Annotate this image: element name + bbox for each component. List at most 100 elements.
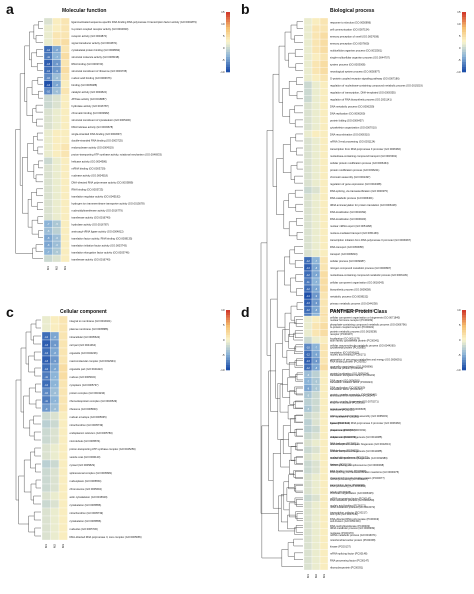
row-label: mitochondrion (GO:0005739) bbox=[70, 423, 104, 427]
cell-value-label: -13 bbox=[45, 360, 49, 363]
cell-value-label: -5 bbox=[56, 223, 59, 226]
dendrogram-branch bbox=[19, 73, 25, 186]
heatmap-cell bbox=[311, 158, 321, 166]
heatmap-cell bbox=[311, 214, 321, 222]
column-label: M2 bbox=[53, 544, 57, 548]
column-label: M3 bbox=[61, 544, 65, 548]
row-label: enzyme modulator (PC00095) bbox=[330, 401, 365, 405]
row-label: G-protein coupled receptor (PC00021) bbox=[330, 325, 374, 329]
heatmap-cell bbox=[58, 347, 68, 357]
row-label: RNA catabolic process (GO:0006401) bbox=[330, 196, 374, 200]
cell-value-label: -7 bbox=[54, 376, 57, 379]
dendrogram-branch bbox=[276, 158, 284, 215]
heatmap-cell bbox=[311, 38, 321, 47]
heatmap-cell bbox=[50, 531, 60, 541]
heatmap-cell bbox=[303, 501, 313, 509]
colorbar-swatch bbox=[226, 320, 230, 323]
heatmap-cell bbox=[43, 254, 53, 263]
heatmap-cell bbox=[311, 466, 321, 475]
dendrogram-branch bbox=[36, 188, 43, 196]
cell-value-label: -7 bbox=[47, 251, 50, 254]
dendrogram-branch bbox=[270, 298, 278, 412]
cell-value-label: -8 bbox=[307, 388, 310, 391]
heatmap-cell bbox=[52, 185, 62, 193]
colorbar-swatch bbox=[462, 62, 466, 65]
heatmap-cell bbox=[50, 491, 60, 501]
heatmap-cell bbox=[303, 528, 313, 536]
dendrogram-branch bbox=[290, 24, 297, 40]
cell-value-label: -12 bbox=[306, 367, 310, 370]
row-label: transcription cofactor (PC00217) bbox=[330, 510, 367, 514]
heatmap-cell bbox=[43, 122, 53, 130]
row-label: proton-transporting ATP synthase complex… bbox=[70, 447, 136, 451]
colorbar-swatch bbox=[462, 330, 466, 333]
row-label: double-stranded RNA binding (GO:0003725) bbox=[72, 139, 123, 143]
heatmap-cell bbox=[311, 521, 321, 529]
colorbar-swatch bbox=[226, 19, 230, 23]
colorbar-swatch bbox=[226, 335, 230, 338]
cell-value-label: -8 bbox=[315, 267, 318, 270]
heatmap-cell bbox=[41, 515, 51, 525]
heatmap-cell bbox=[319, 165, 329, 173]
colorbar-swatch bbox=[226, 14, 230, 18]
heatmap-cell bbox=[43, 143, 53, 151]
heatmap-cell bbox=[43, 199, 53, 207]
row-label: nucleic acid binding (PC00171) bbox=[330, 352, 366, 356]
dendrogram-branch bbox=[36, 49, 43, 57]
row-label: DNA-directed RNA polymerase activity (GO… bbox=[72, 181, 134, 185]
cell-value-label: -8 bbox=[47, 237, 50, 240]
dendrogram-branch bbox=[296, 77, 303, 85]
dendrogram-branch bbox=[295, 204, 303, 212]
heatmap-cell bbox=[41, 531, 51, 541]
dendrogram-branch bbox=[26, 87, 33, 116]
heatmap-cell bbox=[60, 199, 70, 207]
row-label: histone (PC00118) bbox=[330, 462, 352, 466]
cell-value-label: -7 bbox=[54, 400, 57, 403]
row-label: single-stranded DNA binding (GO:0003697) bbox=[72, 132, 122, 136]
heatmap-cell bbox=[41, 411, 51, 421]
heatmap-cell bbox=[319, 370, 329, 378]
row-label: protein targeting (GO:0006605) bbox=[330, 407, 366, 411]
row-label: mRNA binding (GO:0003729) bbox=[72, 167, 106, 171]
row-label: hydrolase (PC00121) bbox=[330, 407, 355, 411]
row-label: ATPase activity (GO:0016887) bbox=[72, 97, 107, 101]
row-label: DNA metabolic process (GO:0006259) bbox=[330, 498, 374, 502]
dendrogram-branch bbox=[35, 319, 41, 329]
heatmap-cell bbox=[311, 242, 321, 251]
cell-value-label: -8 bbox=[54, 368, 57, 371]
colorbar-swatch bbox=[462, 315, 466, 318]
heatmap-cell bbox=[60, 45, 70, 54]
dendrogram-branch bbox=[37, 63, 43, 71]
heatmap-cell bbox=[319, 411, 329, 420]
row-label: DNA localization (GO:0032392) bbox=[330, 210, 366, 214]
cell-value-label: -8 bbox=[54, 352, 57, 355]
dendrogram-a bbox=[15, 21, 43, 259]
dendrogram-branch bbox=[287, 377, 297, 392]
heatmap-cell bbox=[311, 370, 321, 378]
dendrogram-branch bbox=[294, 497, 303, 505]
dendrogram-branch bbox=[294, 483, 303, 492]
row-label: DNA helicase activity (GO:0003678) bbox=[72, 125, 114, 129]
heatmap-cell bbox=[319, 377, 329, 385]
cell-value-label: -12 bbox=[45, 336, 49, 339]
heatmap-cell bbox=[52, 199, 62, 207]
dendrogram-branch bbox=[288, 52, 296, 68]
dendrogram-branch bbox=[295, 387, 303, 396]
heatmap-cell bbox=[319, 200, 329, 208]
cell-value-label: -13 bbox=[47, 63, 51, 66]
heatmap-cell bbox=[319, 88, 329, 96]
dendrogram-branch bbox=[24, 459, 31, 493]
row-label: biosynthetic process (GO:0009058) bbox=[330, 287, 371, 291]
colorbar-swatch bbox=[226, 317, 230, 321]
colorbar-swatch bbox=[226, 362, 230, 366]
heatmap-cell bbox=[303, 144, 313, 152]
row-label: aminoacyl-tRNA synthetase (PC00047) bbox=[330, 394, 375, 398]
row-label: translation factor activity, RNA binding… bbox=[72, 236, 133, 240]
dendrogram-branch bbox=[280, 439, 290, 468]
row-label: protein complex assembly (GO:0006461) bbox=[330, 393, 377, 397]
dendrogram-branch bbox=[34, 511, 41, 521]
row-label: cellular component morphogenesis (GO:003… bbox=[330, 456, 388, 460]
cell-value-label: -9 bbox=[315, 302, 318, 305]
dendrogram-branch bbox=[294, 246, 303, 254]
heatmap-cell bbox=[41, 419, 51, 429]
